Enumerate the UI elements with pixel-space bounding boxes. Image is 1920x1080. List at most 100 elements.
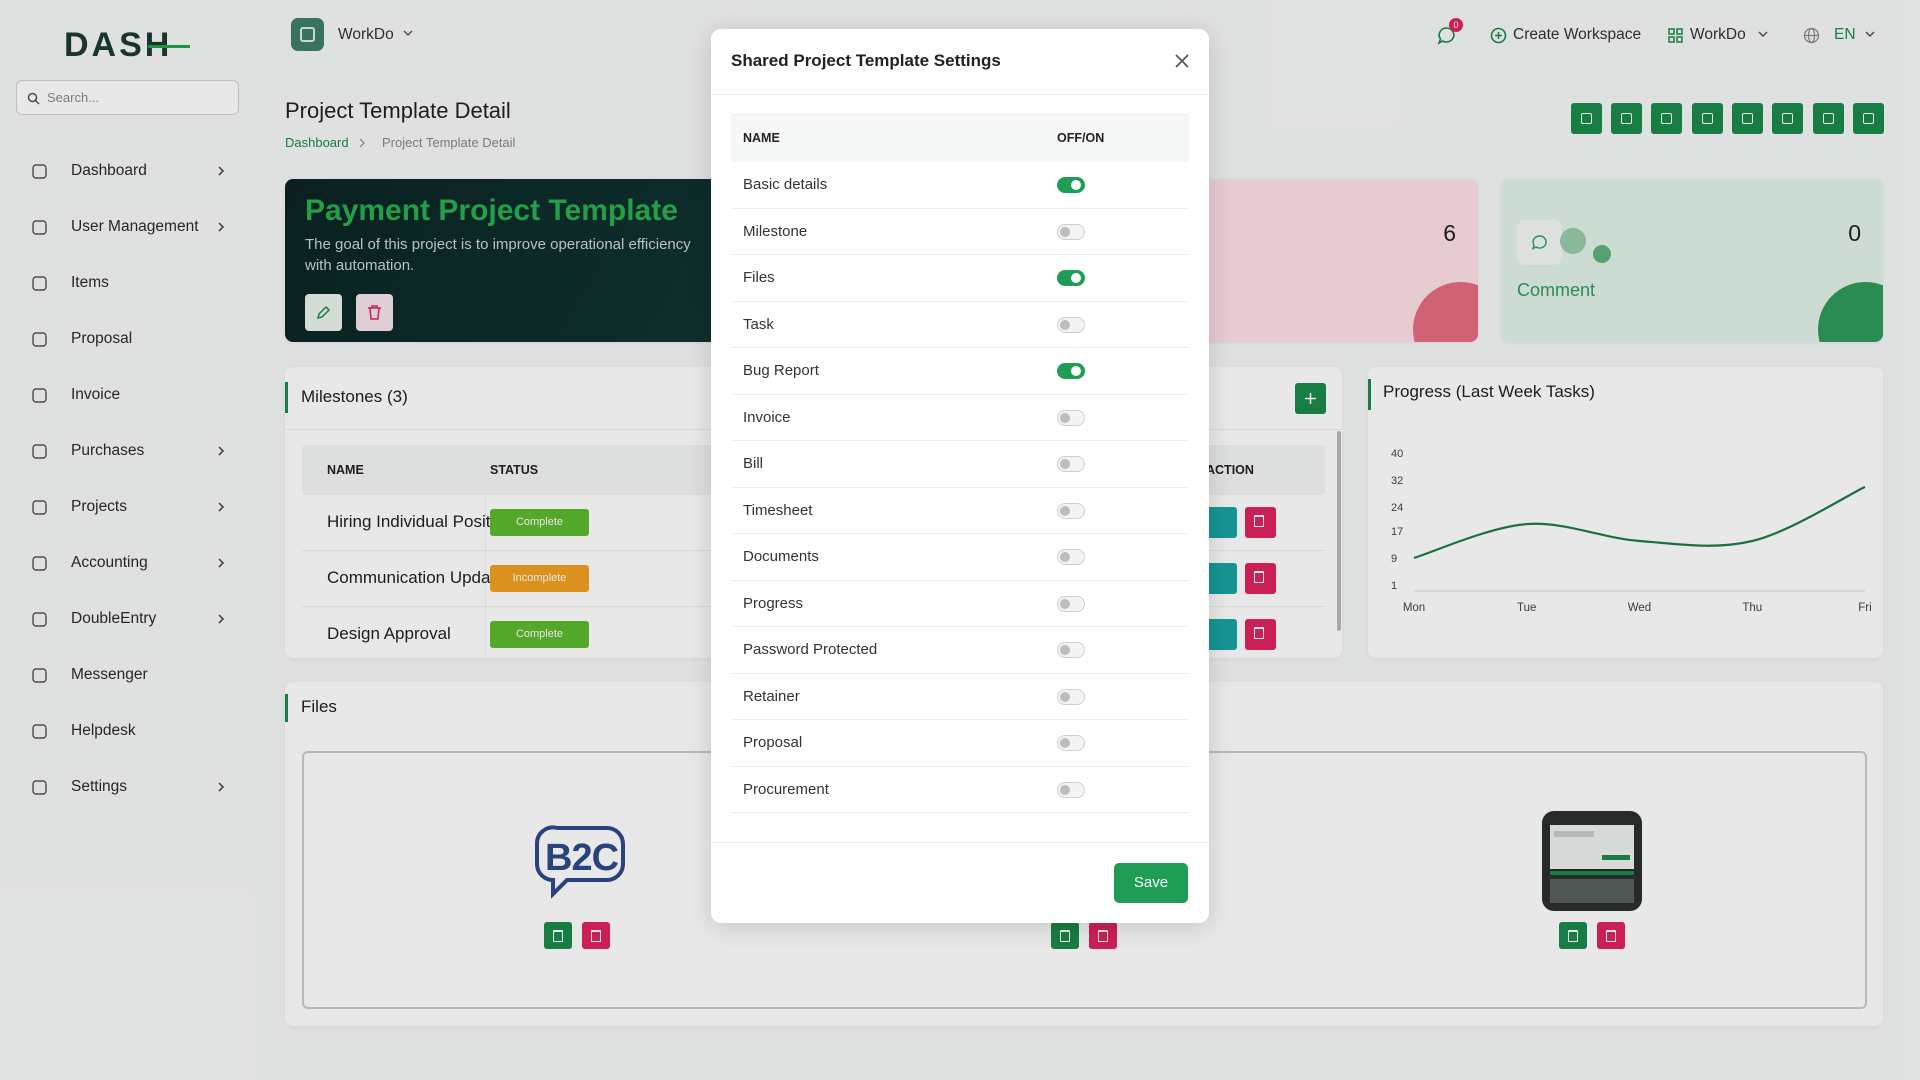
workspace-name[interactable]: WorkDo <box>338 26 394 43</box>
nav-chevron <box>218 614 225 624</box>
toggle[interactable] <box>1057 549 1085 565</box>
nav-chevron <box>218 558 225 568</box>
nav-item[interactable]: Purchases <box>20 429 252 473</box>
edit-button[interactable] <box>1206 507 1237 538</box>
edit-button[interactable] <box>305 294 342 331</box>
toggle-knob <box>1060 552 1070 562</box>
delete-button[interactable] <box>582 922 610 949</box>
column-header: OFF/ON <box>1057 131 1105 145</box>
nav-item[interactable]: DoubleEntry <box>20 597 252 641</box>
toggle[interactable] <box>1057 223 1085 240</box>
nav-item[interactable]: User Management <box>20 205 252 249</box>
toolbar-button[interactable] <box>1732 103 1763 134</box>
file-preview[interactable] <box>1542 811 1642 911</box>
toolbar-button[interactable] <box>1813 103 1844 134</box>
toggle[interactable] <box>1057 642 1085 658</box>
nav-item[interactable]: Messenger <box>20 653 252 697</box>
edit-button[interactable] <box>1206 563 1237 594</box>
setting-name: Procurement <box>743 780 829 798</box>
nav-item[interactable]: Accounting <box>20 541 252 585</box>
section-accent <box>285 382 288 413</box>
stat-decoration <box>1560 228 1586 254</box>
nav-icon-shape <box>32 556 47 571</box>
chevron-shape <box>218 166 225 176</box>
globe-icon <box>1803 27 1820 44</box>
toggle[interactable] <box>1057 363 1085 379</box>
nav-label: Settings <box>71 778 128 795</box>
language[interactable]: EN <box>1834 26 1856 43</box>
setting-name: Retainer <box>743 687 800 705</box>
download-button[interactable] <box>1051 922 1079 949</box>
toolbar-button[interactable] <box>1692 103 1723 134</box>
toolbar-button[interactable] <box>1853 103 1884 134</box>
nav-chevron <box>218 782 225 792</box>
nav-icon <box>32 612 47 627</box>
edit-button[interactable] <box>1206 619 1237 650</box>
toggle[interactable] <box>1057 316 1085 333</box>
nav-item[interactable]: Items <box>20 261 252 305</box>
column-header: NAME <box>743 131 780 145</box>
nav-item[interactable]: Proposal <box>20 317 252 361</box>
setting-row: Timesheet <box>731 488 1189 534</box>
delete-button[interactable] <box>356 294 393 331</box>
nav-item[interactable]: Dashboard <box>20 149 252 193</box>
nav-item[interactable]: Helpdesk <box>20 709 252 753</box>
nav-icon <box>32 276 47 291</box>
chevron <box>1758 31 1768 38</box>
breadcrumb-link[interactable]: Dashboard <box>285 135 349 150</box>
breadcrumb-current: Project Template Detail <box>382 135 516 150</box>
nav-item[interactable]: Projects <box>20 485 252 529</box>
breadcrumb-separator <box>359 138 365 148</box>
nav-icon <box>32 444 47 459</box>
toggle[interactable] <box>1057 409 1085 426</box>
toolbar-button[interactable] <box>1651 103 1682 134</box>
toolbar-button[interactable] <box>1571 103 1602 134</box>
nav-icon-shape <box>32 220 47 235</box>
nav-chevron <box>218 446 225 456</box>
delete-button[interactable] <box>1245 507 1276 538</box>
setting-row: Files <box>731 255 1189 302</box>
file-preview[interactable]: B2C <box>527 818 627 900</box>
stat-decoration <box>1593 245 1611 263</box>
toggle[interactable] <box>1057 270 1085 286</box>
create-workspace[interactable]: Create Workspace <box>1513 26 1642 43</box>
download-button[interactable] <box>1559 922 1587 949</box>
delete-button[interactable] <box>1245 563 1276 594</box>
toggle[interactable] <box>1057 456 1085 472</box>
toolbar-button[interactable] <box>1772 103 1803 134</box>
toggle-knob <box>1060 738 1070 748</box>
search-box[interactable]: Search... <box>16 80 239 115</box>
close-button[interactable] <box>1174 53 1190 69</box>
nav-item[interactable]: Invoice <box>20 373 252 417</box>
add-button[interactable] <box>1295 383 1326 414</box>
sidebar: Dashboard User Management Items Proposal Inv… <box>0 0 272 1080</box>
delete-button[interactable] <box>1089 922 1117 949</box>
nav-icon-shape <box>32 332 47 347</box>
download-button[interactable] <box>544 922 572 949</box>
toggle[interactable] <box>1057 595 1085 612</box>
nav-label: Helpdesk <box>71 722 136 739</box>
toggle[interactable] <box>1057 502 1085 519</box>
status-badge: Complete <box>490 509 589 536</box>
milestone-name: Hiring Individual Positions <box>327 512 522 531</box>
workspace-avatar[interactable] <box>291 18 324 51</box>
setting-row: Documents <box>731 534 1189 581</box>
toggle[interactable] <box>1057 735 1085 751</box>
toggle[interactable] <box>1057 688 1085 705</box>
column-header: STATUS <box>490 463 539 477</box>
workspace-menu[interactable]: WorkDo <box>1690 26 1746 43</box>
column-divider <box>485 494 486 550</box>
save-button[interactable]: Save <box>1114 863 1188 903</box>
y-tick-label: 24 <box>1391 502 1403 514</box>
delete-button[interactable] <box>1245 619 1276 650</box>
nav-item[interactable]: Settings <box>20 765 252 809</box>
x-tick-label: Fri <box>1858 602 1871 614</box>
delete-button[interactable] <box>1597 922 1625 949</box>
nav-chevron <box>218 222 225 232</box>
file-thumb <box>1554 831 1594 837</box>
section-title: Milestones (3) <box>301 387 408 406</box>
y-tick-label: 17 <box>1391 526 1403 538</box>
toolbar-button[interactable] <box>1611 103 1642 134</box>
toggle[interactable] <box>1057 177 1085 193</box>
toggle[interactable] <box>1057 781 1085 798</box>
